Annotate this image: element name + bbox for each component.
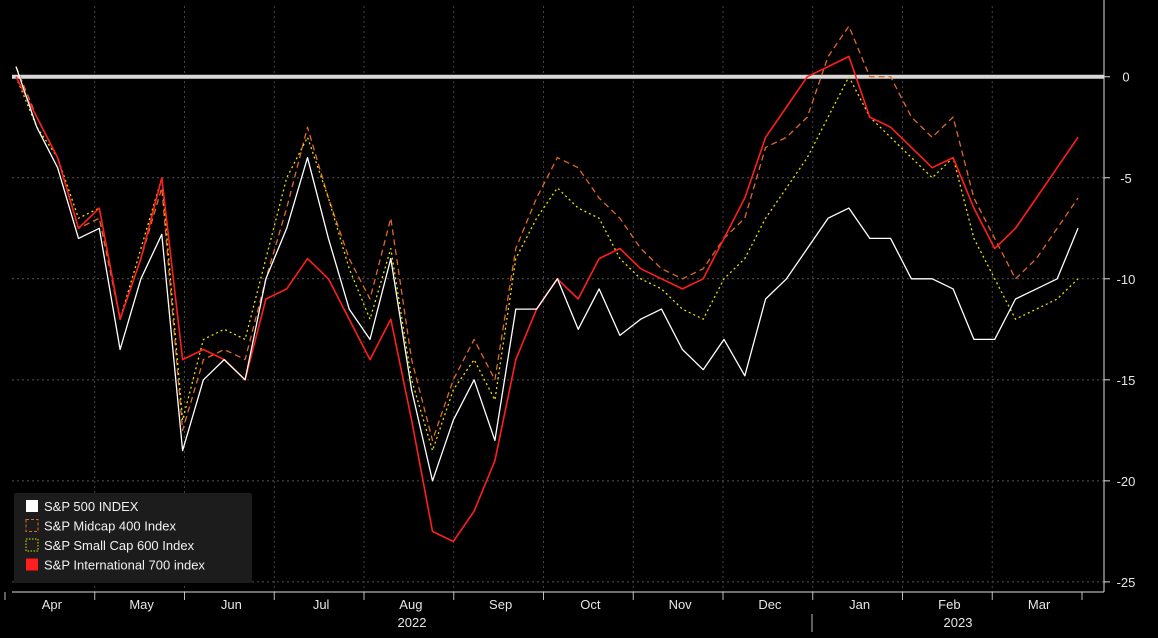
x-tick-label: Aug bbox=[399, 597, 422, 612]
legend-box bbox=[14, 493, 252, 583]
x-tick-label: Feb bbox=[938, 597, 960, 612]
legend-marker-0 bbox=[26, 500, 38, 512]
x-tick-label: Jul bbox=[313, 597, 330, 612]
x-tick-label: Jan bbox=[849, 597, 870, 612]
x-year-label: 2022 bbox=[398, 615, 427, 630]
legend-label-0: S&P 500 INDEX bbox=[44, 499, 139, 514]
legend-marker-1 bbox=[25, 519, 39, 532]
x-tick-label: Dec bbox=[758, 597, 782, 612]
x-tick-label: Mar bbox=[1028, 597, 1051, 612]
x-year-label: 2023 bbox=[944, 615, 973, 630]
x-tick-label: Oct bbox=[580, 597, 601, 612]
y-tick-label: -25 bbox=[1117, 575, 1136, 590]
series-line-2 bbox=[15, 76, 1079, 452]
x-tick-label: Nov bbox=[669, 597, 693, 612]
legend-label-3: S&P International 700 index bbox=[44, 558, 205, 573]
legend-label-1: S&P Midcap 400 Index bbox=[44, 519, 177, 534]
legend-marker-3 bbox=[26, 558, 38, 571]
y-tick-label: 0 bbox=[1122, 70, 1129, 85]
x-tick-label: Apr bbox=[42, 597, 63, 612]
series-layer bbox=[15, 25, 1079, 543]
x-tick-label: Sep bbox=[489, 597, 512, 612]
y-tick-label: -5 bbox=[1120, 171, 1132, 186]
y-tick-label: -20 bbox=[1117, 474, 1136, 489]
legend: S&P 500 INDEX S&P Midcap 400 Index S&P Sma… bbox=[14, 493, 252, 583]
legend-marker-2 bbox=[25, 538, 39, 552]
y-tick-label: -15 bbox=[1117, 373, 1136, 388]
legend-label-2: S&P Small Cap 600 Index bbox=[44, 538, 195, 553]
series-line-0 bbox=[15, 66, 1079, 482]
axes: 0 -5 -10 -15 -20 -25 Apr May Jun Jul Aug Sep Oct Nov D… bbox=[4, 0, 1136, 632]
series-line-1 bbox=[15, 25, 1079, 442]
x-tick-label: Jun bbox=[221, 597, 242, 612]
x-tick-label: May bbox=[129, 597, 154, 612]
y-tick-label: -10 bbox=[1117, 272, 1136, 287]
